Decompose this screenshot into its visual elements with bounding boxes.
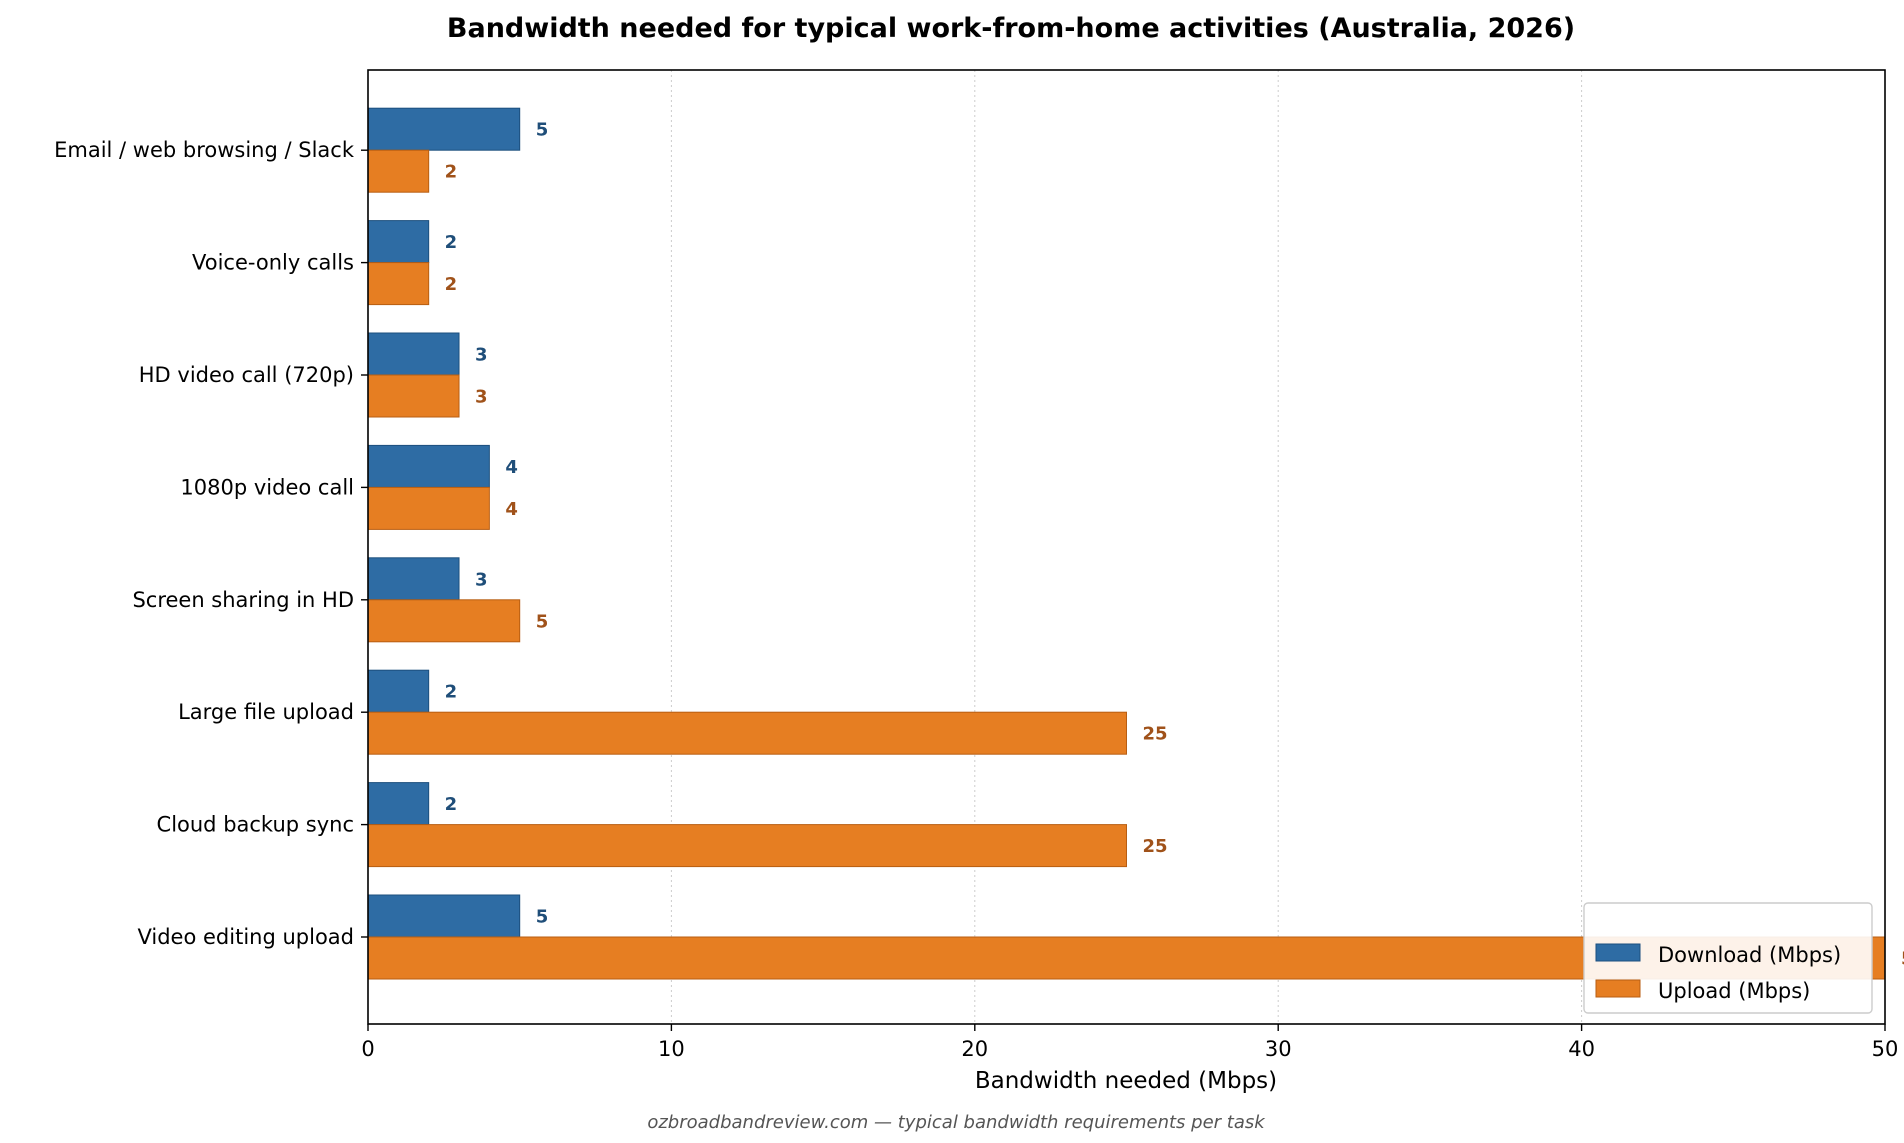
x-tick-label: 40 (1568, 1037, 1595, 1061)
legend-label-upload: Upload (Mbps) (1658, 979, 1810, 1003)
value-label-upload: 25 (1143, 724, 1168, 745)
value-label-upload: 4 (505, 499, 518, 520)
y-axis: Email / web browsing / Slack Voice-only c… (54, 138, 368, 949)
bar-upload (367, 824, 1127, 868)
value-label-upload: 50 (1901, 949, 1904, 970)
bar-download (367, 332, 460, 376)
x-tick-label: 10 (658, 1037, 685, 1061)
legend-swatch-download (1595, 943, 1641, 962)
y-tick-label: Email / web browsing / Slack (54, 138, 355, 162)
x-tick-label: 30 (1265, 1037, 1292, 1061)
bar-upload (367, 486, 490, 530)
bar-upload (367, 711, 1127, 755)
value-label-download: 5 (536, 907, 549, 928)
x-tick-label: 50 (1872, 1037, 1899, 1061)
bar-upload (367, 374, 460, 418)
bar-download (367, 782, 430, 826)
y-tick-label: Cloud backup sync (157, 813, 354, 837)
x-axis: 0 10 20 30 40 50 (361, 1024, 1898, 1061)
value-label-upload: 25 (1143, 836, 1168, 857)
value-label-download: 3 (475, 569, 488, 590)
bar-upload (367, 262, 430, 306)
legend: Download (Mbps) Upload (Mbps) (1583, 902, 1873, 1014)
bar-download (367, 107, 521, 151)
value-label-download: 5 (536, 120, 549, 141)
y-tick-label: HD video call (720p) (139, 363, 354, 387)
value-label-download: 3 (475, 345, 488, 366)
y-tick-label: 1080p video call (180, 475, 354, 499)
y-tick-label: Video editing upload (137, 925, 354, 949)
bar-download (367, 669, 430, 713)
value-label-upload: 2 (445, 274, 458, 295)
footer-credit: ozbroadbandreview.com — typical bandwidt… (647, 1112, 1266, 1133)
legend-frame (1583, 902, 1873, 1014)
bars (367, 107, 1886, 980)
x-axis-label: Bandwidth needed (Mbps) (975, 1068, 1277, 1094)
value-label-download: 4 (505, 457, 518, 478)
value-label-download: 2 (445, 232, 458, 253)
y-tick-label: Large file upload (178, 700, 354, 724)
value-label-upload: 3 (475, 387, 488, 408)
x-tick-label: 20 (961, 1037, 988, 1061)
bar-download (367, 894, 521, 938)
bar-upload (367, 149, 430, 193)
value-label-download: 2 (445, 682, 458, 703)
value-label-upload: 5 (536, 611, 549, 632)
bar-download (367, 444, 490, 488)
bar-download (367, 220, 430, 264)
bar-upload (367, 599, 521, 643)
y-tick-label: Screen sharing in HD (132, 588, 354, 612)
value-label-download: 2 (445, 794, 458, 815)
plot-frame (367, 69, 1886, 1025)
legend-label-download: Download (Mbps) (1658, 943, 1841, 967)
legend-swatch-upload (1595, 979, 1641, 998)
value-label-upload: 2 (445, 162, 458, 183)
grid-lines (670, 70, 1583, 1024)
value-labels: 5 2 2 2 3 3 4 4 3 5 2 25 2 25 5 50 (445, 120, 1904, 970)
y-tick-label: Voice-only calls (192, 251, 354, 275)
bar-download (367, 557, 460, 601)
x-tick-label: 0 (361, 1037, 374, 1061)
chart-title: Bandwidth needed for typical work-from-h… (447, 13, 1575, 44)
